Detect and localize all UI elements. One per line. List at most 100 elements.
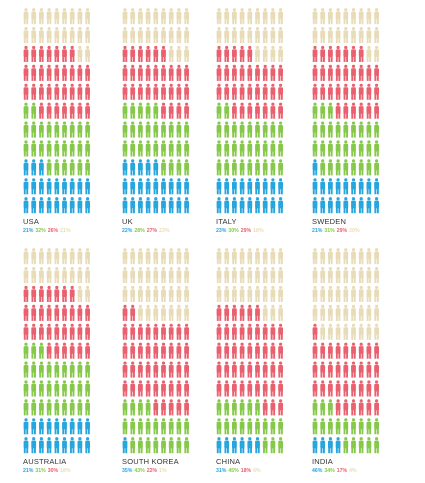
percentage-value: 29%: [240, 228, 252, 234]
person-icon: [85, 437, 90, 454]
person-icon: [153, 418, 159, 435]
person-icon: [77, 178, 83, 195]
person-icon: [23, 64, 29, 81]
person-icon: [138, 102, 143, 119]
person-icon: [46, 27, 52, 44]
person-icon: [255, 361, 260, 378]
person-icon: [239, 121, 245, 138]
person-icon: [145, 45, 151, 62]
person-icon: [161, 304, 166, 321]
person-icon: [247, 8, 253, 25]
person-icon: [85, 83, 90, 100]
person-icon: [46, 8, 52, 25]
person-icon: [77, 323, 83, 340]
person-icon: [31, 437, 37, 454]
person-icon: [62, 323, 67, 340]
person-icon: [46, 45, 52, 62]
person-icon: [335, 83, 341, 100]
person-icon: [270, 27, 276, 44]
percentage-value: 22%: [122, 228, 133, 234]
person-icon: [270, 380, 276, 397]
person-icon: [216, 361, 222, 378]
person-icon: [239, 342, 245, 359]
person-icon: [224, 8, 230, 25]
person-icon: [69, 83, 75, 100]
percentage-value: 29%: [336, 228, 348, 234]
country-label: AUSTRALIA: [23, 457, 67, 466]
person-icon: [366, 197, 372, 214]
person-icon: [69, 140, 75, 157]
person-icon: [224, 304, 230, 321]
person-icon: [232, 27, 237, 44]
person-icon: [262, 159, 268, 176]
percentage-value: 23%: [159, 228, 170, 234]
person-icon: [343, 380, 349, 397]
person-icon: [46, 248, 52, 265]
person-icon: [262, 8, 268, 25]
person-icon: [328, 418, 333, 435]
person-icon: [255, 267, 260, 284]
person-icon: [54, 159, 60, 176]
person-icon: [358, 178, 364, 195]
person-icon: [122, 323, 128, 340]
person-icon: [145, 159, 151, 176]
person-icon: [23, 399, 29, 416]
person-icon: [262, 121, 268, 138]
person-icon: [85, 140, 90, 157]
person-icon: [366, 285, 372, 302]
person-icon: [176, 27, 182, 44]
person-icon: [224, 342, 230, 359]
person-icon: [343, 121, 349, 138]
person-icon: [262, 83, 268, 100]
person-icon: [161, 285, 166, 302]
person-icon: [138, 178, 143, 195]
person-icon: [23, 83, 29, 100]
person-icon: [176, 380, 182, 397]
person-icon: [161, 418, 166, 435]
person-icon: [145, 27, 151, 44]
percentage-value: 35%: [122, 468, 133, 474]
person-icon: [176, 342, 182, 359]
person-icon: [138, 304, 143, 321]
person-icon: [46, 83, 52, 100]
percentage-value: 28%: [134, 228, 145, 234]
person-icon: [23, 285, 29, 302]
person-icon: [262, 45, 268, 62]
person-icon: [239, 45, 245, 62]
person-icon: [278, 64, 283, 81]
person-icon: [176, 197, 182, 214]
person-icon: [77, 83, 83, 100]
person-icon: [351, 140, 356, 157]
person-icon: [247, 83, 253, 100]
person-icon: [343, 304, 349, 321]
person-icon: [153, 267, 159, 284]
person-icon: [153, 64, 159, 81]
person-icon: [270, 418, 276, 435]
person-icon: [168, 27, 174, 44]
person-icon: [77, 304, 83, 321]
person-icon: [176, 121, 182, 138]
person-icon: [278, 437, 283, 454]
person-icon: [85, 342, 90, 359]
person-icon: [255, 102, 260, 119]
person-icon: [358, 342, 364, 359]
person-icon: [62, 102, 67, 119]
person-icon: [54, 418, 60, 435]
person-icon: [168, 380, 174, 397]
person-icon: [320, 178, 326, 195]
person-icon: [343, 418, 349, 435]
person-icon: [168, 178, 174, 195]
person-icon: [262, 197, 268, 214]
person-icon: [23, 45, 29, 62]
person-icon: [224, 64, 230, 81]
person-icon: [138, 27, 143, 44]
person-icon: [312, 380, 318, 397]
person-icon: [328, 27, 333, 44]
person-icon: [31, 64, 37, 81]
person-icon: [85, 121, 90, 138]
person-icon: [23, 323, 29, 340]
person-icon: [358, 27, 364, 44]
person-icon: [145, 342, 151, 359]
person-icon: [320, 285, 326, 302]
person-icon: [31, 45, 37, 62]
